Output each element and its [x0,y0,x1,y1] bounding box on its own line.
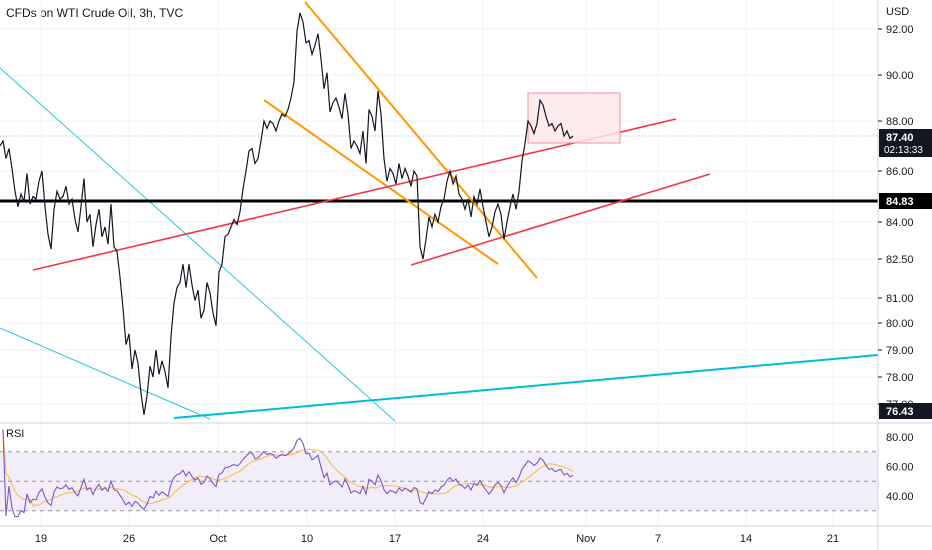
corner-box [879,527,932,550]
y-tick-label: 88.00 [886,116,914,128]
cyan-trendline-2 [0,327,211,420]
rsi-y-tick-label: 40.00 [886,491,914,503]
highlight-rectangle [527,92,621,144]
y-tick-label: 82.50 [886,254,914,266]
level-badge-black [879,193,932,209]
price-series-line [0,12,574,415]
x-tick-label: 14 [740,533,752,545]
grid-lines [0,0,932,526]
y-tick-label: 80.00 [886,318,914,330]
y-tick-label: 84.00 [886,217,914,229]
rsi-pane-label: RSI [6,428,25,440]
level-badge-low [879,403,932,419]
current-price-badge [879,129,932,157]
currency-label: USD [886,6,909,18]
red-channel-lower [410,173,711,266]
orange-channel-lower [263,99,499,265]
x-tick-label: Nov [576,533,596,545]
chart-title: CFDs on WTI Crude Oil, 3h, TVC [6,6,184,20]
x-tick-label: 24 [477,533,489,545]
x-tick-label: 19 [35,533,47,545]
level-low-value: 76.43 [886,406,914,418]
rsi-series-line [2,429,574,518]
cyan-trendline-1 [0,67,396,422]
current-price-value: 87.40 [886,132,914,144]
rsi-y-tick-label: 60.00 [886,462,914,474]
x-tick-label: Oct [209,533,226,545]
level-black-value: 84.83 [886,196,914,208]
countdown-value: 02:13:33 [884,145,923,156]
rsi-y-tick-label: 80.00 [886,432,914,444]
x-tick-label: 10 [301,533,313,545]
y-tick-label: 90.00 [886,70,914,82]
rsi-level-lines [0,451,878,512]
red-channel-upper [32,118,677,271]
y-tick-label: 92.00 [886,24,914,36]
y-tick-label: 78.00 [886,372,914,384]
x-tick-label: 7 [655,533,661,545]
teal-trendline [173,354,879,419]
x-tick-label: 21 [827,533,839,545]
y-tick-label: 81.00 [886,293,914,305]
y-tick-label: 86.00 [886,166,914,178]
x-tick-label: 26 [123,533,135,545]
orange-channel-upper [304,1,538,279]
y-tick-label: 79.00 [886,345,914,357]
x-tick-label: 17 [389,533,401,545]
drawing-tools[interactable] [0,1,879,422]
